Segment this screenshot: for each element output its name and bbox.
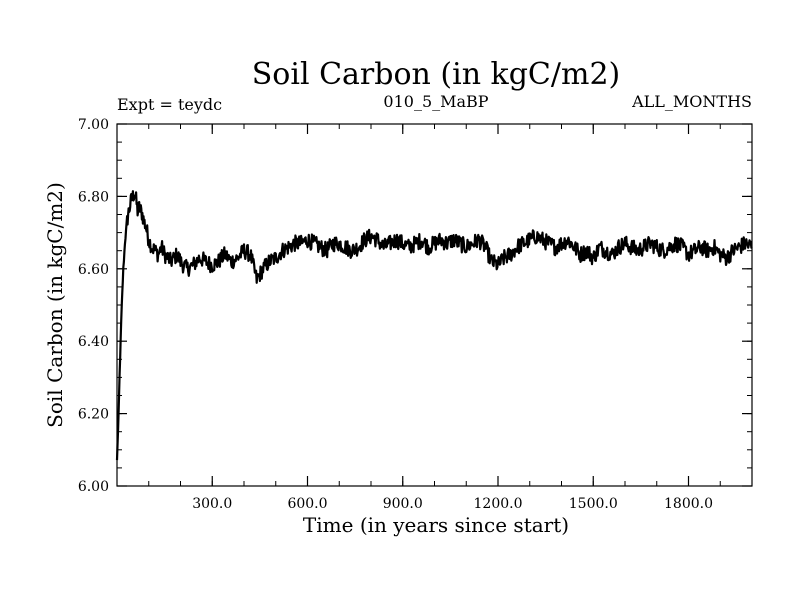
tick-labels: 300.0 600.0 900.0 1200.0 1500.0 1800.0 6.00 6.2… [78,117,713,512]
x-tick-label: 600.0 [287,496,327,512]
y-tick-label: 6.40 [78,334,109,350]
y-axis-label: Soil Carbon (in kgC/m2) [43,182,67,428]
months-label: ALL_MONTHS [631,92,752,111]
y-tick-label: 7.00 [78,117,109,133]
y-tick-label: 6.60 [78,262,109,278]
plot-frame [116,123,753,487]
period-label: 010_5_MaBP [383,92,488,111]
chart-title: Soil Carbon (in kgC/m2) [252,57,620,92]
experiment-label: Expt = teydc [117,95,222,114]
x-axis-label: Time (in years since start) [303,513,569,537]
x-tick-label: 1200.0 [474,496,523,512]
x-tick-label: 300.0 [192,496,232,512]
x-tick-label: 1800.0 [664,496,713,512]
y-tick-label: 6.20 [78,407,109,423]
axis-ticks [117,123,752,487]
x-tick-label: 1500.0 [569,496,618,512]
x-tick-label: 900.0 [383,496,423,512]
series-line-soil-carbon [115,190,753,461]
y-tick-label: 6.00 [78,479,109,495]
y-tick-label: 6.80 [78,189,109,205]
